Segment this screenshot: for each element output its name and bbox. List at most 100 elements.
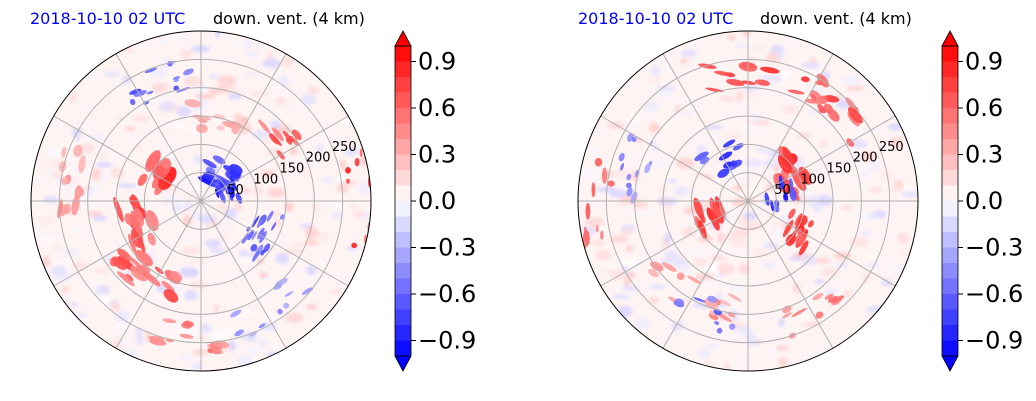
colorbar-right: 0.9 0.6 0.3 0.0 −0.3 −0.6 −0.9 [941,30,1023,372]
field-blob [69,93,78,103]
colorbar-segment [942,61,958,78]
field-blob [835,225,843,230]
field-blob [626,182,632,189]
field-blob [129,88,142,95]
field-blob [798,313,809,322]
angular-gridline [200,115,349,202]
field-blob [346,178,350,184]
field-blob [860,231,872,236]
field-blob [785,233,796,246]
field-blob [698,350,710,359]
colorbar-segment [395,185,411,202]
angular-gridline [53,115,202,202]
field-blob [810,93,817,101]
field-blob [595,249,611,261]
colorbar-segment [942,92,958,109]
field-blob [148,69,167,78]
field-blob [754,79,771,86]
field-blob [178,236,189,243]
field-blob [228,93,243,100]
field-blob [782,146,795,166]
field-blob [213,114,226,120]
field-blob [71,195,80,216]
field-blob [145,210,159,232]
field-blob [703,263,721,275]
field-blob [284,118,300,129]
colorbar-tick-label: −0.9 [418,327,476,355]
field-blob [131,145,144,152]
field-blob [824,293,834,300]
colorbar-segment [395,170,411,186]
field-blob [624,275,631,288]
field-blob [359,148,363,158]
field-blob [832,295,845,304]
field-blob [717,168,730,178]
field-blob [807,220,814,228]
field-blob [227,183,235,198]
angular-gridline [747,200,834,349]
field-blob [257,337,268,350]
field-blob [270,119,281,130]
radial-tick-label: 250 [879,140,904,155]
field-blob [244,37,254,49]
angular-gridline [747,200,896,287]
field-blob [212,155,226,165]
field-blob [111,257,127,271]
field-blob [664,250,679,260]
field-blob [125,273,134,282]
field-blob [213,303,220,313]
field-blob [275,96,286,106]
field-blob [751,43,766,52]
colorbar-segment [395,263,411,279]
field-blob [289,135,296,143]
field-blob [723,361,731,371]
polar-frame [577,30,919,372]
angular-gridline [53,200,202,287]
field-blob [146,90,154,95]
field-blob [38,215,56,226]
field-blob [140,264,151,274]
field-blob [279,214,285,220]
field-blob [197,118,208,124]
field-blob [657,197,677,207]
field-blob [614,168,631,180]
field-blob [643,100,660,112]
background-noise [33,31,371,371]
field-blob [176,135,186,140]
field-blob [33,153,45,163]
field-blob [353,217,369,223]
colorbar-segment [395,340,411,357]
field-blob [867,252,881,259]
field-blob [285,312,304,324]
field-blob [158,216,169,222]
field-blob [119,130,127,142]
radial-tick-label: 200 [853,151,878,166]
field-blob [248,344,257,356]
colorbar-segment [395,201,411,217]
field-blob [842,195,858,201]
field-blob [95,162,113,168]
field-blob [56,259,73,264]
field-blob [705,344,718,350]
colorbar-segment [395,61,411,78]
field-blob [630,191,638,204]
field-blob [246,226,250,232]
field-blob [625,244,633,253]
field-blob [678,330,688,335]
field-blob [92,215,107,222]
field-blob [743,212,758,220]
field-blob [737,325,753,334]
field-blob [850,139,869,149]
field-blob [760,174,774,181]
field-blob [53,242,61,253]
field-blob [145,150,161,172]
field-blob [703,174,714,181]
field-blob [845,85,865,92]
colorbar-segment [942,185,958,202]
field-blob [258,323,266,329]
field-blob [800,62,821,69]
field-blob [78,155,86,174]
field-blob [256,218,263,228]
field-blob [249,330,258,337]
field-blob [301,94,317,106]
